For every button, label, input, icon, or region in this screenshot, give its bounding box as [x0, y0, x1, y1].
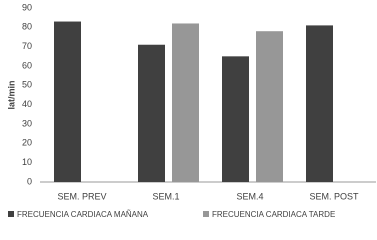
x-tick-label: SEM.1	[152, 191, 179, 201]
bar	[54, 21, 81, 183]
y-tick-label: 30	[22, 118, 32, 128]
bar	[138, 44, 165, 182]
legend-swatch	[8, 211, 14, 217]
y-tick-label: 60	[22, 60, 32, 70]
x-tick-label: SEM. PREV	[57, 191, 106, 201]
legend-swatch	[203, 211, 209, 217]
bar	[256, 31, 283, 183]
legend-label: FRECUENCIA CARDIACA MAÑANA	[17, 210, 149, 219]
x-tick-label: SEM.4	[236, 191, 263, 201]
y-axis-label: lat/min	[6, 80, 16, 109]
page: lat/min 0 10 20 30 40 50 60 70 80 90 SEM. PREV SEM.…	[6, 2, 376, 220]
bar	[222, 56, 249, 183]
bar	[172, 23, 199, 182]
y-tick-label: 40	[22, 99, 32, 109]
y-tick-label: 0	[27, 176, 32, 186]
y-tick-label: 10	[22, 157, 32, 167]
bar	[306, 25, 333, 183]
y-tick-label: 20	[22, 138, 32, 148]
y-tick-label: 50	[22, 80, 32, 90]
legend-label: FRECUENCIA CARDIACA TARDE	[212, 210, 335, 219]
chart: lat/min 0 10 20 30 40 50 60 70 80 90 SEM. PREV SEM.…	[6, 2, 376, 219]
y-tick-label: 80	[22, 22, 32, 32]
x-tick-label: SEM. POST	[309, 191, 359, 201]
y-tick-label: 90	[22, 2, 32, 12]
y-tick-label: 70	[22, 41, 32, 51]
